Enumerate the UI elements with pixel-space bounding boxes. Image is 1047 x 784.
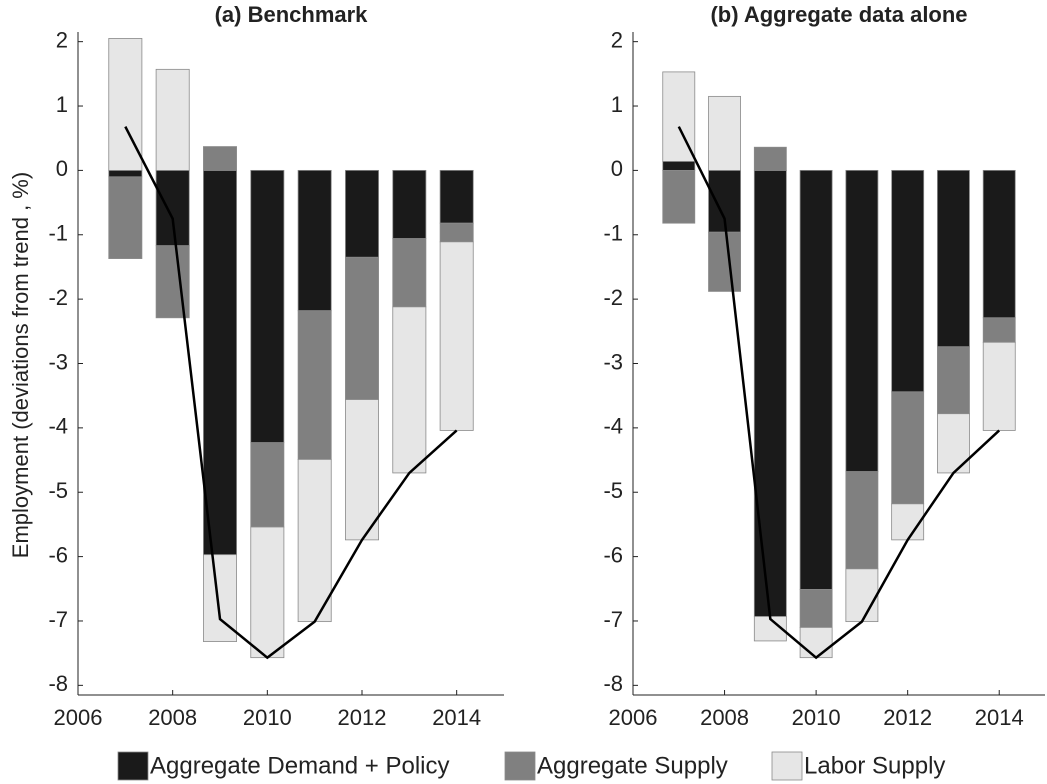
y-tick-label: -2 — [603, 285, 623, 310]
bar-segment — [891, 503, 925, 541]
y-tick-label: 0 — [611, 156, 623, 181]
legend-label: Aggregate Supply — [537, 752, 728, 779]
bar-segment — [108, 176, 143, 259]
bar-segment — [845, 169, 879, 473]
bar-segment — [662, 160, 696, 171]
y-tick-label: -6 — [603, 542, 623, 567]
chart-title: (a) Benchmark — [215, 2, 369, 27]
y-tick-label: 2 — [56, 27, 68, 52]
legend-swatch — [117, 751, 149, 781]
y-tick-label: -4 — [603, 414, 623, 439]
x-tick-label: 2012 — [338, 705, 387, 730]
bar-segment — [439, 241, 474, 431]
x-tick-label: 2006 — [609, 705, 658, 730]
bar-segment — [345, 399, 379, 541]
y-tick-label: -5 — [48, 478, 68, 503]
bar-segment — [297, 310, 332, 460]
x-tick-label: 2006 — [54, 705, 103, 730]
bar-segment — [439, 169, 474, 224]
bar-segment — [937, 346, 970, 415]
y-tick-label: 1 — [611, 92, 623, 117]
chart-title: (b) Aggregate data alone — [710, 2, 967, 27]
bar-segment — [845, 471, 879, 570]
bar-segment — [392, 238, 427, 308]
y-tick-label: -7 — [48, 607, 68, 632]
y-tick-label: -4 — [48, 414, 68, 439]
y-tick-label: 1 — [56, 92, 68, 117]
y-tick-label: 0 — [56, 156, 68, 181]
y-tick-label: 2 — [611, 27, 623, 52]
bar-segment — [297, 459, 332, 623]
bar-segment — [155, 169, 190, 247]
bar-segment — [155, 68, 190, 171]
y-tick-label: -8 — [48, 671, 68, 696]
bar-segment — [753, 169, 787, 617]
y-tick-label: -5 — [603, 478, 623, 503]
legend-swatch — [771, 751, 803, 781]
bar-segment — [799, 169, 833, 590]
bar-segment — [982, 341, 1016, 431]
bar-segment — [345, 169, 379, 258]
bar-segment — [392, 169, 427, 240]
bar-segment — [108, 169, 143, 178]
y-tick-label: -3 — [48, 349, 68, 374]
bar-segment — [891, 169, 925, 393]
y-tick-label: -1 — [603, 221, 623, 246]
bar-segment — [250, 526, 285, 659]
bar-segment — [345, 256, 379, 400]
y-tick-label: -3 — [603, 349, 623, 374]
y-axis-label: Employment (deviations from trend , %) — [8, 172, 33, 558]
bar-segment — [392, 306, 427, 474]
x-tick-label: 2012 — [883, 705, 932, 730]
bar-segment — [753, 146, 787, 171]
legend-label: Aggregate Demand + Policy — [150, 752, 450, 779]
bar-segment — [297, 169, 332, 312]
bar-segment — [982, 317, 1016, 343]
line — [124, 126, 458, 660]
bar-segment — [250, 169, 285, 444]
y-tick-label: -7 — [603, 607, 623, 632]
bar-segment — [982, 169, 1016, 319]
legend-swatch — [504, 751, 536, 781]
bar-segment — [708, 95, 741, 171]
bar-segment — [203, 169, 237, 556]
bar-segment — [845, 568, 879, 623]
bar-segment — [662, 169, 696, 224]
bar-segment — [937, 169, 970, 348]
x-tick-label: 2008 — [148, 705, 197, 730]
x-tick-label: 2008 — [700, 705, 749, 730]
bar-segment — [708, 231, 741, 292]
x-tick-label: 2010 — [792, 705, 841, 730]
line — [677, 126, 1001, 660]
y-tick-label: -2 — [48, 285, 68, 310]
y-tick-label: -6 — [48, 542, 68, 567]
bar-segment — [439, 222, 474, 243]
bar-segment — [799, 627, 833, 659]
bar-segment — [250, 442, 285, 528]
y-tick-label: -8 — [603, 671, 623, 696]
legend-label: Labor Supply — [804, 752, 945, 779]
x-tick-label: 2014 — [975, 705, 1024, 730]
bar-segment — [799, 589, 833, 628]
x-tick-label: 2014 — [432, 705, 481, 730]
bar-segment — [203, 146, 237, 171]
x-tick-label: 2010 — [243, 705, 292, 730]
y-tick-label: -1 — [48, 221, 68, 246]
bar-segment — [891, 391, 925, 505]
